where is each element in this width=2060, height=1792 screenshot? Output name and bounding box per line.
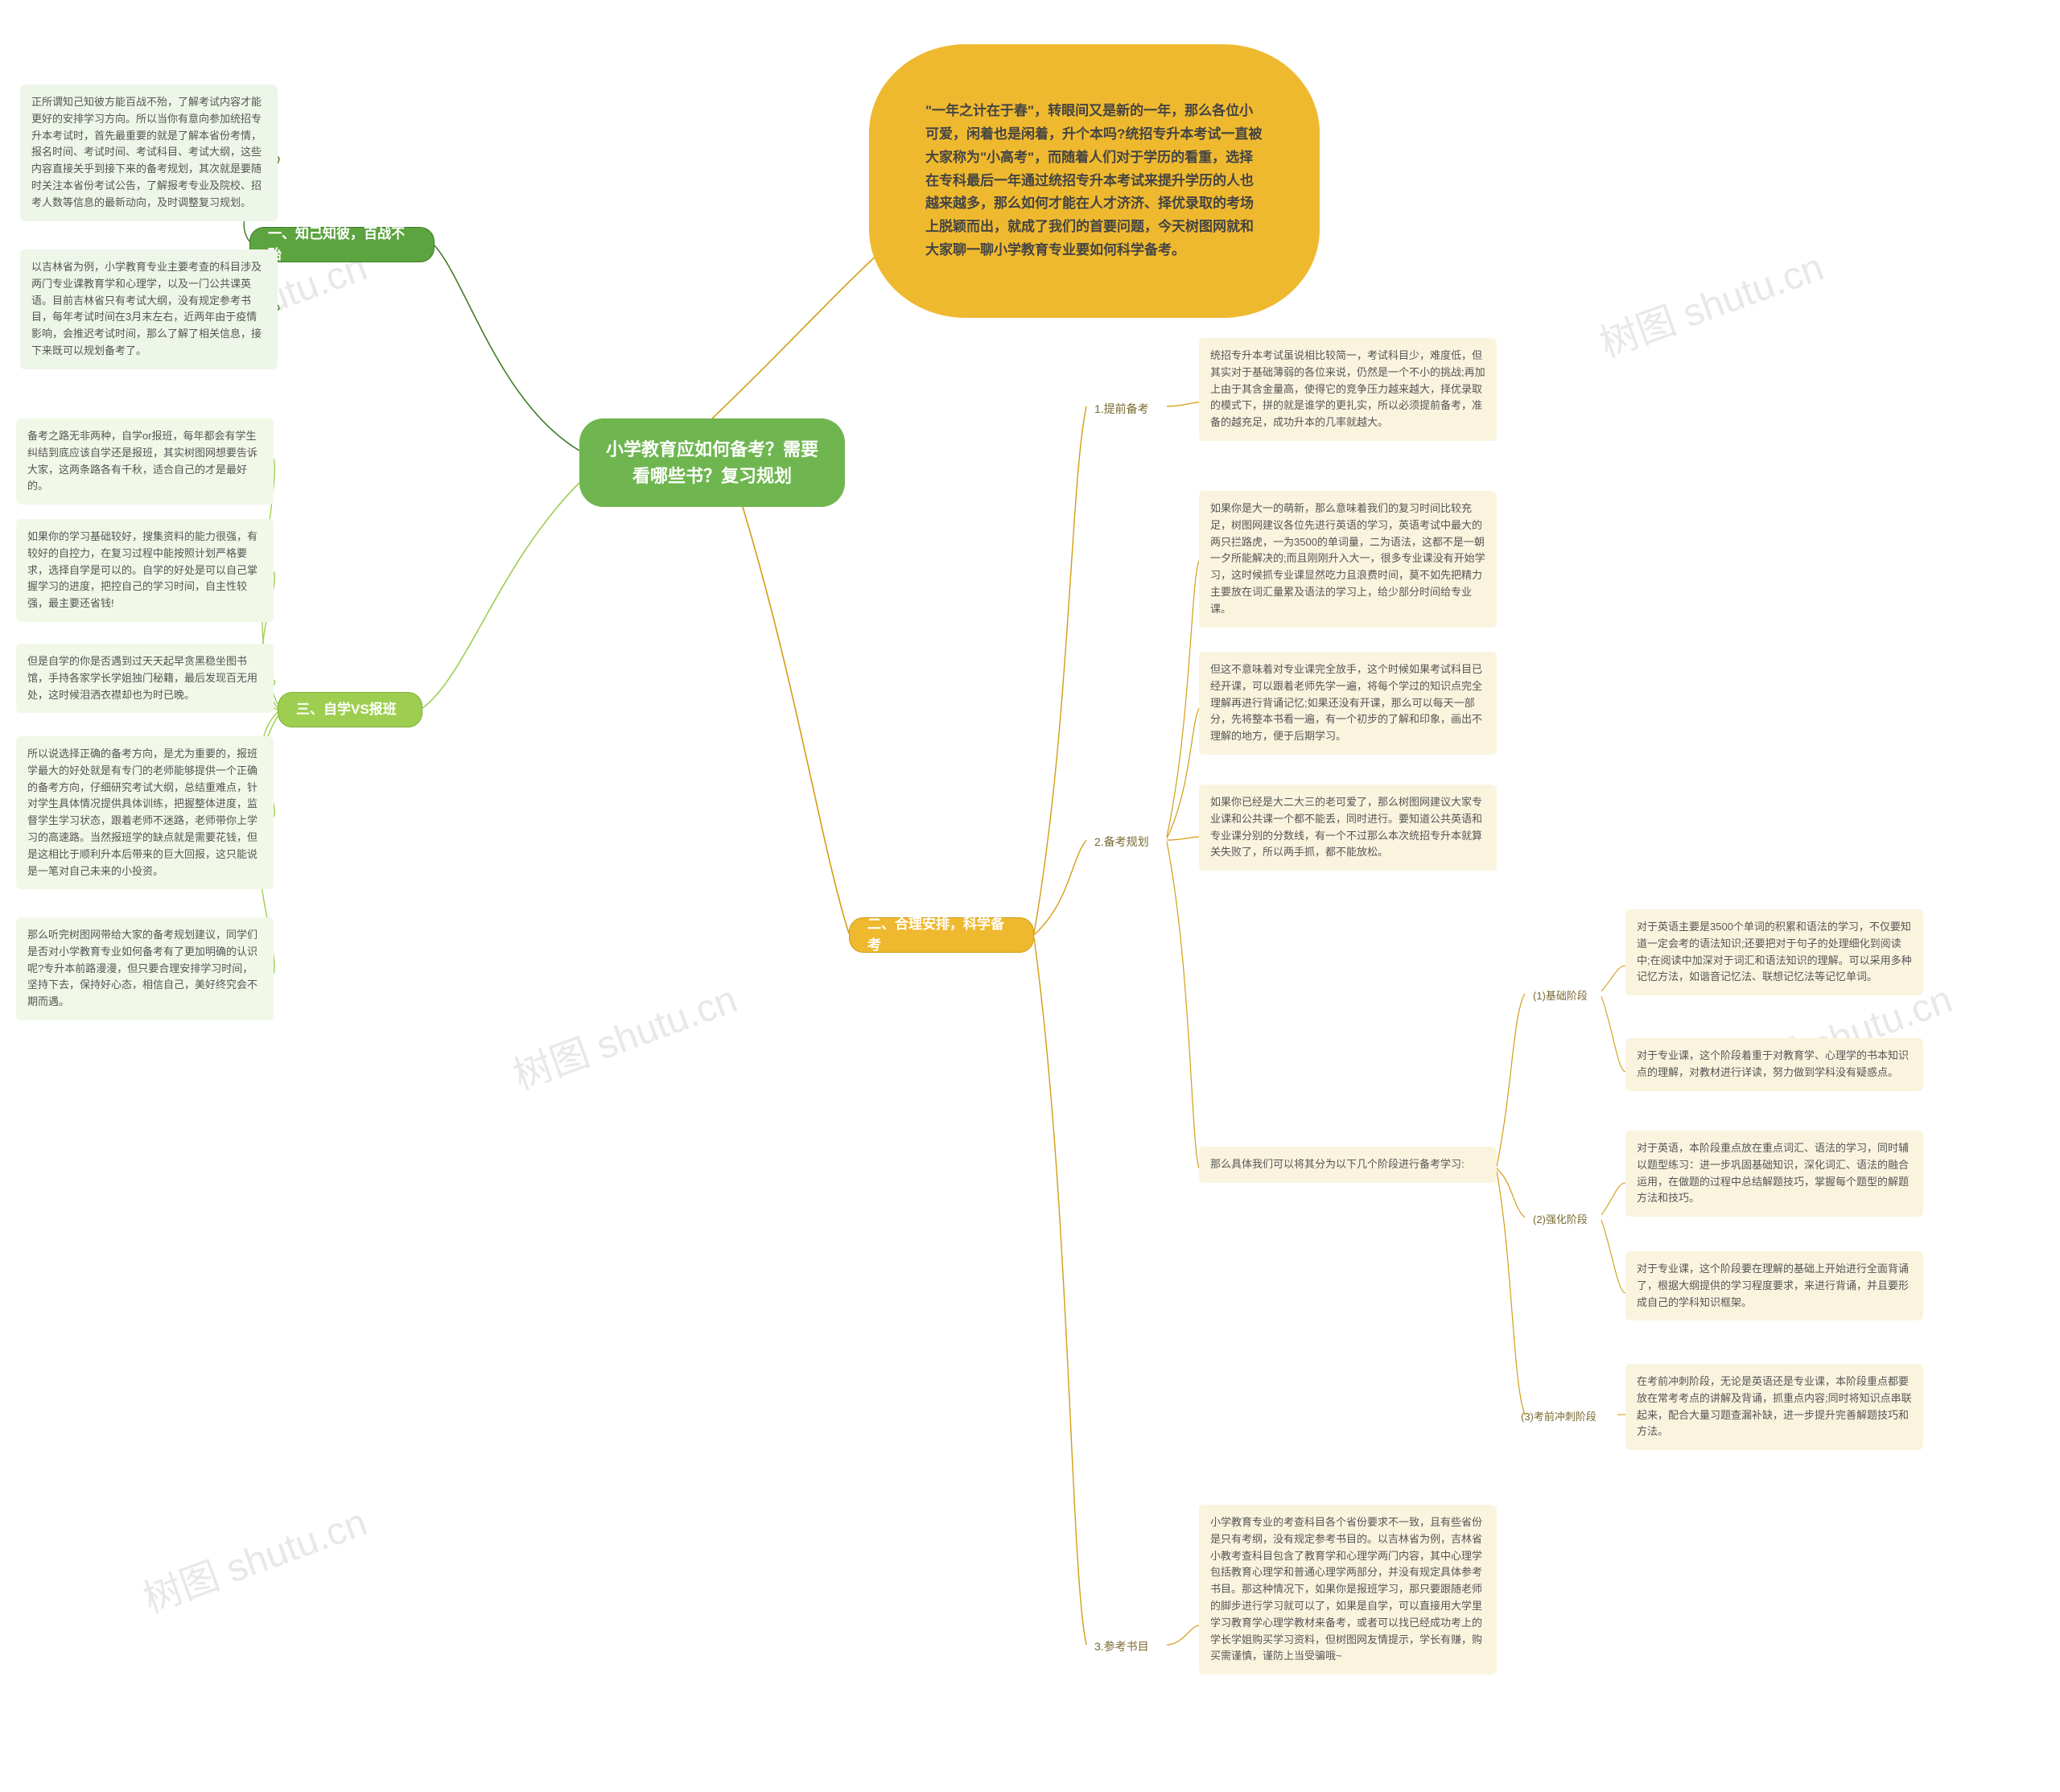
branch-1-leaf: 正所谓知己知彼方能百战不殆，了解考试内容才能更好的安排学习方向。所以当你有意向参… <box>20 84 278 221</box>
branch-3-leaf: 备考之路无非两种，自学or报班，每年都会有学生纠结到底应该自学还是报班，其实树图… <box>16 418 274 505</box>
intro-node: "一年之计在于春"，转眼间又是新的一年，那么各位小可爱，闲着也是闲着，升个本吗?… <box>869 44 1320 318</box>
stage-2-leaf: 对于专业课，这个阶段要在理解的基础上开始进行全面背诵了，根据大纲提供的学习程度要… <box>1625 1251 1923 1320</box>
sub-2-leaf: 如果你是大一的萌新，那么意味着我们的复习时间比较充足，树图网建议各位先进行英语的… <box>1199 491 1497 628</box>
sub-3-leaf: 小学教育专业的考查科目各个省份要求不一致，且有些省份是只有考纲，没有规定参考书目… <box>1199 1505 1497 1675</box>
branch-2: 二、合理安排，科学备考 <box>849 917 1034 953</box>
stage-1-leaf: 对于专业课，这个阶段着重于对教育学、心理学的书本知识点的理解，对教材进行详读，努… <box>1625 1038 1923 1091</box>
stage-2-leaf: 对于英语，本阶段重点放在重点词汇、语法的学习，同时辅以题型练习：进一步巩固基础知… <box>1625 1131 1923 1217</box>
watermark: 树图 shutu.cn <box>1591 235 1830 368</box>
branch-3: 三、自学VS报班 <box>278 692 422 727</box>
stage-3-leaf: 在考前冲刺阶段，无论是英语还是专业课，本阶段重点都要放在常考考点的讲解及背诵，抓… <box>1625 1364 1923 1450</box>
stage-2: (2)强化阶段 <box>1525 1207 1596 1233</box>
watermark: 树图 shutu.cn <box>505 967 744 1100</box>
stage-1-leaf: 对于英语主要是3500个单词的积累和语法的学习，不仅要知道一定会考的语法知识;还… <box>1625 909 1923 995</box>
sub-3: 3.参考书目 <box>1086 1633 1157 1661</box>
center-node: 小学教育应如何备考？需要看哪些书？复习规划 <box>579 418 845 507</box>
watermark: 树图 shutu.cn <box>134 1490 373 1623</box>
sub-2: 2.备考规划 <box>1086 829 1157 856</box>
sub-2-leaf-stages-parent: 那么具体我们可以将其分为以下几个阶段进行备考学习: <box>1199 1147 1497 1183</box>
sub-2-leaf: 如果你已经是大二大三的老可爱了，那么树图网建议大家专业课和公共课一个都不能丢，同… <box>1199 785 1497 871</box>
branch-3-leaf: 但是自学的你是否遇到过天天起早贪黑稳坐图书馆，手持各家学长学姐独门秘籍，最后发现… <box>16 644 274 713</box>
sub-2-leaf: 但这不意味着对专业课完全放手，这个时候如果考试科目已经开课，可以跟着老师先学一遍… <box>1199 652 1497 755</box>
branch-3-leaf: 所以说选择正确的备考方向，是尤为重要的，报班学最大的好处就是有专门的老师能够提供… <box>16 736 274 889</box>
sub-1-leaf: 统招专升本考试虽说相比较简一，考试科目少，难度低，但其实对于基础薄弱的各位来说，… <box>1199 338 1497 441</box>
sub-1: 1.提前备考 <box>1086 396 1157 423</box>
stage-1: (1)基础阶段 <box>1525 983 1596 1009</box>
branch-3-leaf: 如果你的学习基础较好，搜集资料的能力很强，有较好的自控力，在复习过程中能按照计划… <box>16 519 274 622</box>
branch-1-leaf: 以吉林省为例，小学教育专业主要考查的科目涉及两门专业课教育学和心理学，以及一门公… <box>20 249 278 369</box>
branch-3-leaf: 那么听完树图网带给大家的备考规划建议，同学们是否对小学教育专业如何备考有了更加明… <box>16 917 274 1020</box>
stage-3: (3)考前冲刺阶段 <box>1513 1404 1605 1430</box>
